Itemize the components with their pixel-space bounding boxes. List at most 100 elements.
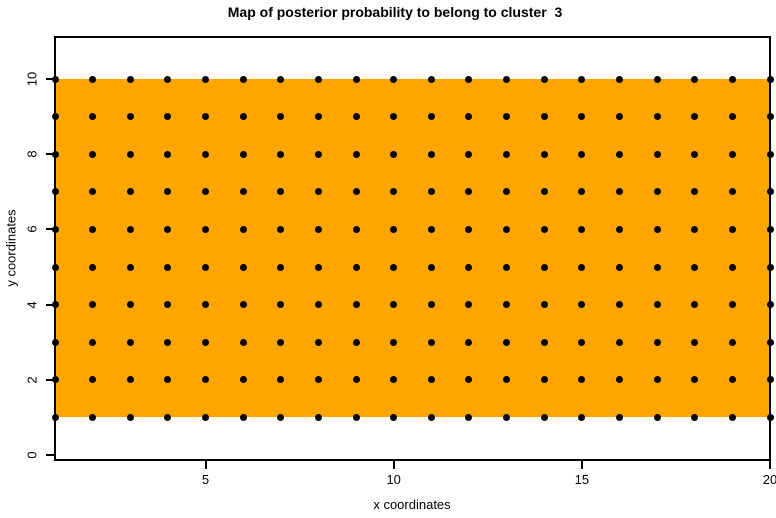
grid-point bbox=[126, 225, 134, 233]
grid-point bbox=[239, 413, 247, 421]
grid-point bbox=[540, 338, 548, 346]
grid-point bbox=[390, 150, 398, 158]
x-tick-mark bbox=[204, 461, 207, 469]
grid-point bbox=[465, 188, 473, 196]
grid-point bbox=[615, 376, 623, 384]
y-tick-label: 0 bbox=[24, 451, 40, 459]
grid-point bbox=[465, 225, 473, 233]
grid-point bbox=[239, 150, 247, 158]
grid-point bbox=[540, 376, 548, 384]
grid-point bbox=[202, 301, 210, 309]
grid-point bbox=[126, 188, 134, 196]
grid-point bbox=[352, 188, 360, 196]
grid-point bbox=[728, 263, 736, 271]
y-axis-label: y coordinates bbox=[3, 209, 19, 287]
chart-title: Map of posterior probability to belong t… bbox=[227, 4, 563, 20]
grid-point bbox=[615, 75, 623, 83]
grid-point bbox=[578, 225, 586, 233]
grid-point bbox=[89, 113, 97, 121]
grid-point bbox=[503, 413, 511, 421]
grid-point bbox=[126, 113, 134, 121]
grid-point bbox=[202, 413, 210, 421]
grid-point bbox=[202, 113, 210, 121]
grid-point bbox=[503, 225, 511, 233]
grid-point bbox=[691, 113, 699, 121]
grid-point bbox=[465, 150, 473, 158]
grid-point bbox=[239, 225, 247, 233]
grid-point bbox=[89, 413, 97, 421]
grid-point bbox=[427, 263, 435, 271]
y-tick-mark bbox=[46, 228, 54, 231]
grid-point bbox=[766, 263, 774, 271]
grid-point bbox=[766, 75, 774, 83]
grid-point bbox=[126, 263, 134, 271]
grid-point bbox=[578, 263, 586, 271]
y-tick-mark bbox=[46, 454, 54, 456]
grid-point bbox=[352, 150, 360, 158]
grid-point bbox=[89, 75, 97, 83]
grid-point bbox=[465, 263, 473, 271]
y-tick-label: 10 bbox=[24, 71, 40, 87]
grid-point bbox=[503, 338, 511, 346]
grid-point bbox=[164, 301, 172, 309]
grid-point bbox=[239, 75, 247, 83]
grid-point bbox=[164, 75, 172, 83]
grid-point bbox=[465, 75, 473, 83]
grid-point bbox=[766, 376, 774, 384]
grid-point bbox=[277, 225, 285, 233]
grid-point bbox=[578, 338, 586, 346]
grid-point bbox=[202, 75, 210, 83]
grid-point bbox=[427, 376, 435, 384]
grid-point bbox=[390, 338, 398, 346]
grid-point bbox=[503, 75, 511, 83]
grid-point bbox=[766, 150, 774, 158]
grid-point bbox=[314, 376, 322, 384]
grid-point bbox=[89, 301, 97, 309]
grid-point bbox=[653, 301, 661, 309]
grid-point bbox=[615, 150, 623, 158]
posterior-probability-region bbox=[55, 79, 770, 418]
grid-point bbox=[691, 376, 699, 384]
grid-point bbox=[126, 301, 134, 309]
grid-point bbox=[277, 188, 285, 196]
grid-point bbox=[239, 338, 247, 346]
grid-point bbox=[578, 75, 586, 83]
grid-point bbox=[540, 225, 548, 233]
grid-point bbox=[202, 263, 210, 271]
grid-point bbox=[427, 75, 435, 83]
grid-point bbox=[578, 113, 586, 121]
grid-point bbox=[352, 113, 360, 121]
grid-point bbox=[126, 338, 134, 346]
grid-point bbox=[578, 188, 586, 196]
grid-point bbox=[89, 150, 97, 158]
grid-point bbox=[126, 150, 134, 158]
grid-point bbox=[89, 376, 97, 384]
grid-point bbox=[766, 188, 774, 196]
grid-point bbox=[239, 263, 247, 271]
grid-point bbox=[314, 263, 322, 271]
grid-point bbox=[691, 413, 699, 421]
y-tick-label: 6 bbox=[24, 225, 40, 234]
grid-point bbox=[352, 263, 360, 271]
grid-point bbox=[728, 188, 736, 196]
x-tick-label: 10 bbox=[386, 472, 401, 487]
grid-point bbox=[427, 225, 435, 233]
grid-point bbox=[540, 150, 548, 158]
grid-point bbox=[653, 150, 661, 158]
grid-point bbox=[427, 188, 435, 196]
grid-point bbox=[540, 413, 548, 421]
grid-point bbox=[352, 225, 360, 233]
grid-point bbox=[653, 75, 661, 83]
grid-point bbox=[465, 413, 473, 421]
grid-point bbox=[239, 113, 247, 121]
grid-point bbox=[314, 113, 322, 121]
grid-point bbox=[314, 188, 322, 196]
grid-point bbox=[465, 376, 473, 384]
grid-point bbox=[691, 225, 699, 233]
grid-point bbox=[352, 413, 360, 421]
grid-point bbox=[691, 188, 699, 196]
grid-point bbox=[653, 225, 661, 233]
grid-point bbox=[728, 413, 736, 421]
grid-point bbox=[277, 75, 285, 83]
